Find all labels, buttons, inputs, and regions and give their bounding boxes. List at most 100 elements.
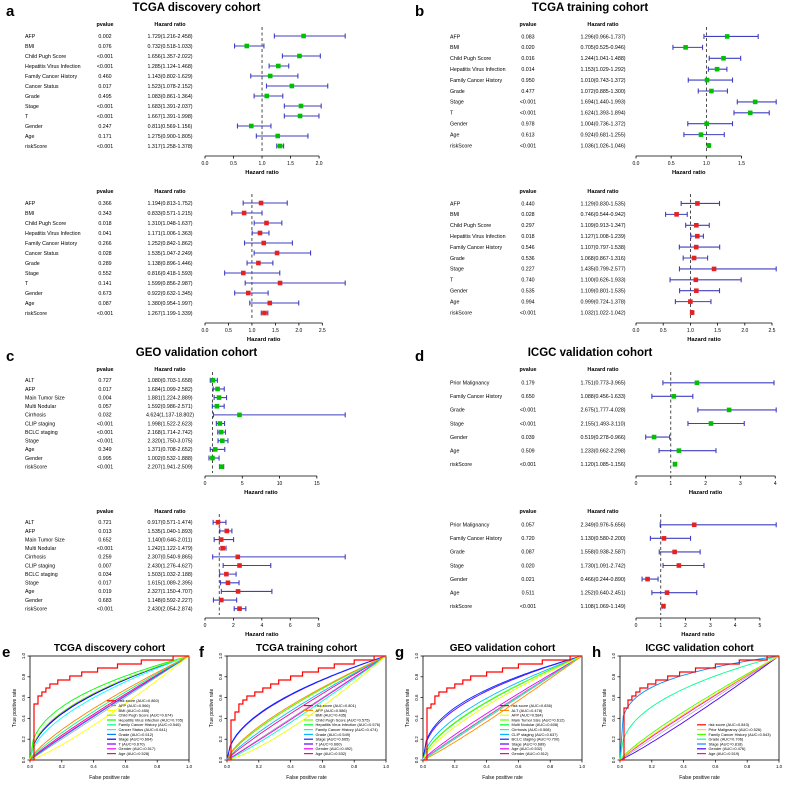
svg-text:Main Tumor Size: Main Tumor Size [25, 395, 65, 401]
roc-curve-age [226, 655, 387, 761]
legend-item: Gender (AUC=0.512) [500, 751, 549, 756]
svg-text:Age: Age [25, 447, 34, 453]
legend-item: Multi Nodular (AUC=0.608) [500, 722, 559, 727]
svg-text:2.207(1.941-2.509): 2.207(1.941-2.509) [147, 464, 192, 470]
hr-marker [224, 528, 230, 534]
svg-text:0.811(0.569-1.156): 0.811(0.569-1.156) [148, 124, 193, 130]
svg-text:0.002: 0.002 [98, 34, 111, 40]
svg-text:Gender (AUC=0.517): Gender (AUC=0.517) [119, 746, 157, 751]
svg-text:Child Pugh Score: Child Pugh Score [25, 221, 66, 227]
legend-item: Age (AUC=0.532) [304, 751, 347, 756]
svg-text:Multi Nodular: Multi Nodular [25, 404, 56, 410]
svg-text:5: 5 [759, 623, 762, 629]
svg-text:2.168(1.714-2.742): 2.168(1.714-2.742) [147, 430, 192, 436]
svg-text:<0.001: <0.001 [97, 144, 113, 150]
svg-text:Age (AUC=0.528): Age (AUC=0.528) [119, 751, 151, 756]
svg-text:0.495: 0.495 [98, 94, 111, 100]
svg-text:0.922(0.632-1.345): 0.922(0.632-1.345) [147, 291, 192, 297]
legend-item: Family Cancer History (AUC=0.546) [107, 722, 181, 727]
roc-curve-risk-score [30, 655, 189, 761]
svg-text:Stage: Stage [25, 581, 39, 587]
hr-marker [267, 300, 273, 306]
legend-item: T (AUC=0.670) [107, 741, 145, 746]
hr-marker [216, 395, 222, 400]
svg-text:0.720: 0.720 [521, 536, 534, 542]
panel-title-f: TCGA training cohort [255, 643, 358, 654]
svg-text:BMI (AUC=0.455): BMI (AUC=0.455) [119, 708, 151, 713]
hr-marker [277, 143, 283, 149]
roc-plot: 0.00.0 0.2 0.2 0.4 0.4 0.6 0.6 0.8 0.8 1.0 1.0 Fals… [12, 652, 193, 781]
panel-title-b: TCGA training cohort [531, 2, 649, 14]
hr-marker [257, 230, 263, 236]
roc-curve-cirrhosis [422, 655, 583, 761]
hr-marker [215, 386, 220, 392]
svg-text:<0.001: <0.001 [97, 311, 113, 317]
legend-item: Gender (AUC=0.517) [107, 746, 156, 751]
forest-row: BMI 0.028 0.746(0.544-0.942) [450, 211, 688, 218]
hr-marker [676, 563, 682, 568]
hr-marker [264, 220, 269, 226]
svg-text:1.535(1.040-1.893): 1.535(1.040-1.893) [147, 529, 192, 535]
svg-text:2.675(1.777-4.028): 2.675(1.777-4.028) [580, 408, 625, 414]
svg-text:0.8: 0.8 [611, 673, 616, 680]
legend-item: risk score (AUC=0.843) [697, 722, 750, 727]
hr-marker [214, 403, 220, 409]
svg-text:Prior Malignancy (AUC=0.526): Prior Malignancy (AUC=0.526) [709, 727, 763, 732]
svg-text:1.0: 1.0 [21, 652, 26, 659]
svg-text:False positive rate: False positive rate [482, 775, 523, 781]
panel-b: b TCGA training cohort pvalue Hazard rati… [393, 0, 787, 345]
hr-marker [225, 580, 231, 586]
svg-text:riskScore: riskScore [450, 143, 472, 149]
svg-text:Hepatitis Virus Infection: Hepatitis Virus Infection [450, 234, 506, 240]
panel-letter-f: f [199, 644, 204, 661]
svg-text:0.2: 0.2 [256, 764, 263, 769]
svg-text:<0.001: <0.001 [97, 430, 113, 436]
forest-row: CLIP staging <0.001 1.998(1.522-2.623) [25, 421, 226, 427]
svg-text:0.018: 0.018 [521, 234, 534, 240]
svg-text:Grade: Grade [450, 89, 465, 95]
svg-text:0.4: 0.4 [218, 715, 223, 722]
svg-text:pvalue: pvalue [519, 509, 536, 515]
svg-text:1.729(1.216-2.458): 1.729(1.216-2.458) [147, 34, 192, 40]
hr-marker [672, 461, 678, 467]
svg-text:0.289: 0.289 [98, 261, 111, 267]
svg-text:1.0: 1.0 [248, 328, 255, 334]
svg-text:Main Tumor Size: Main Tumor Size [25, 537, 65, 543]
svg-text:0.721: 0.721 [98, 520, 111, 526]
forest-row: Multi Nodular <0.001 1.242(1.122-1.479) [25, 545, 227, 552]
hr-marker [275, 63, 281, 69]
svg-text:Hazard ratio: Hazard ratio [587, 22, 619, 28]
forest-subplot-univariate: pvalue Hazard ratio AFP 0.083 1.296(0.966-1.… [450, 22, 777, 176]
svg-text:Cirrhosis: Cirrhosis [25, 555, 46, 561]
svg-text:0.297: 0.297 [521, 223, 534, 229]
svg-text:riskScore: riskScore [25, 311, 47, 317]
svg-text:2.0: 2.0 [295, 328, 302, 334]
svg-text:2.430(2.054-2.874): 2.430(2.054-2.874) [147, 606, 192, 612]
svg-text:1.233(0.662-2.298): 1.233(0.662-2.298) [580, 448, 625, 454]
svg-text:Hazard ratio: Hazard ratio [587, 509, 619, 515]
forest-row: T 0.141 1.599(0.856-2.987) [25, 280, 346, 287]
hr-marker [237, 606, 242, 611]
svg-text:Stage: Stage [450, 267, 464, 273]
roc-curve-age [29, 655, 190, 761]
forest-row: Grade <0.001 2.675(1.777-4.028) [450, 407, 777, 414]
svg-text:0.613: 0.613 [521, 132, 534, 138]
legend-item: Family Cancer History (AUC=0.474) [304, 727, 378, 732]
forest-row: Prior Malignancy 0.179 1.751(0.773-3.965) [450, 380, 775, 387]
legend-item: Child Pugh Score (AUC=0.575) [304, 717, 370, 722]
roc-curve-bmi [226, 655, 387, 761]
svg-text:1.615(1.089-2.395): 1.615(1.089-2.395) [147, 581, 192, 587]
hr-marker [698, 132, 704, 137]
panel-c: c GEO validation cohort pvalue Hazard rat… [0, 345, 393, 640]
svg-text:0.6: 0.6 [21, 694, 26, 701]
svg-text:0.179: 0.179 [521, 381, 534, 387]
forest-row: Age 0.511 1.252(0.640-2.451) [450, 590, 698, 596]
svg-text:Hazard ratio: Hazard ratio [245, 170, 279, 176]
svg-text:0.995: 0.995 [98, 456, 111, 462]
svg-text:0.477: 0.477 [521, 89, 534, 95]
svg-text:1.503(1.032-2.188): 1.503(1.032-2.188) [147, 572, 192, 578]
svg-text:0.366: 0.366 [98, 201, 111, 207]
legend-item: AFP (AUC=0.584) [500, 713, 544, 718]
svg-text:0.0: 0.0 [21, 756, 26, 763]
svg-text:Gender: Gender [25, 456, 43, 462]
